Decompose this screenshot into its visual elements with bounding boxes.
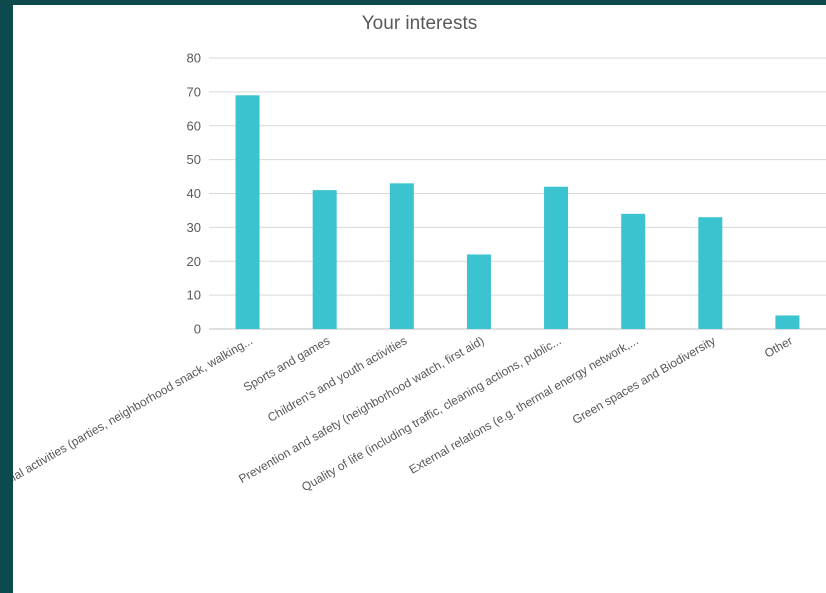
y-tick-label: 70 [187,84,201,99]
y-tick-label: 60 [187,118,201,133]
x-tick-label: Other [762,333,795,360]
x-tick-label: Social activities (parties, neighborhood… [13,333,255,494]
y-tick-label: 20 [187,254,201,269]
y-tick-label: 0 [194,322,201,337]
y-tick-label: 80 [187,51,201,66]
bar [466,254,491,329]
x-tick-label: Children's and youth activities [265,333,409,424]
y-tick-label: 40 [187,186,201,201]
bar [389,183,414,329]
bar [775,315,800,329]
y-tick-label: 10 [187,288,201,303]
bar [698,217,723,329]
bar [235,95,260,329]
bar [621,213,646,329]
x-tick-label: Green spaces and Biodiversity [570,333,718,426]
y-tick-label: 30 [187,220,201,235]
chart-panel: Your interests 0 10 20 30 40 50 60 70 80 Social a… [13,5,826,593]
chart-title: Your interests [361,13,478,34]
bar [544,186,569,329]
bar-chart: 0 10 20 30 40 50 60 70 80 Social activities (part… [13,51,826,494]
bar [312,190,337,329]
y-tick-label: 50 [187,152,201,167]
